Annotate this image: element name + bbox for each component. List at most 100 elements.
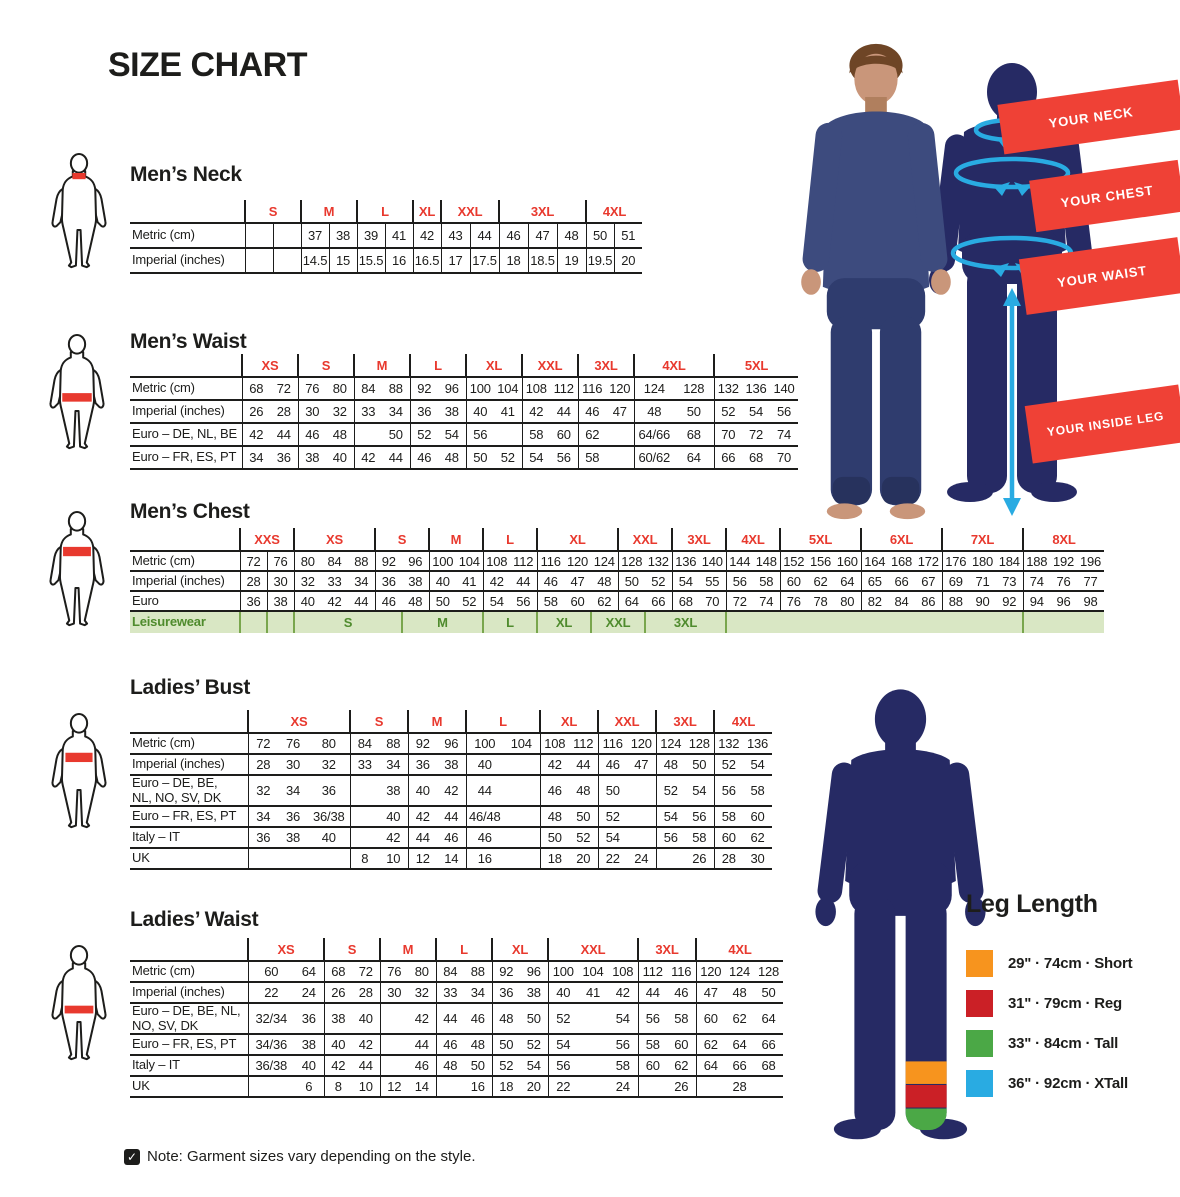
size-value: 104 xyxy=(578,960,608,982)
size-value: 84 xyxy=(353,376,382,400)
size-header: 3XL xyxy=(655,710,714,733)
size-value: 54 xyxy=(597,826,627,849)
size-value: 46 xyxy=(536,570,564,591)
size-value: 96 xyxy=(520,960,548,982)
size-value: 24 xyxy=(608,1075,638,1099)
row-label: Euro – FR, ES, PT xyxy=(130,805,248,828)
size-value: 52 xyxy=(520,1033,548,1056)
size-value: 34 xyxy=(241,445,270,470)
size-value: 116 xyxy=(536,550,564,571)
size-value: 96 xyxy=(1050,590,1077,611)
size-value xyxy=(578,1001,608,1035)
size-header: XS xyxy=(247,710,350,733)
size-value: 70 xyxy=(699,590,726,611)
size-header: S xyxy=(297,354,354,377)
size-value: 36 xyxy=(247,826,278,849)
size-value: 41 xyxy=(456,570,483,591)
size-value: 32 xyxy=(308,753,350,775)
size-header: M xyxy=(407,710,466,733)
corner-cell xyxy=(130,938,248,961)
size-value: 120 xyxy=(627,732,656,754)
size-value: 50 xyxy=(464,1054,492,1077)
size-value: 50 xyxy=(520,1001,548,1035)
size-value: 56 xyxy=(550,445,578,470)
size-value: 32/34 xyxy=(247,1001,294,1035)
row-label: Italy – IT xyxy=(130,826,248,849)
size-value: 40 xyxy=(308,826,350,849)
size-header: 3XL xyxy=(637,938,696,961)
size-header: 5XL xyxy=(779,528,861,551)
size-value: 41 xyxy=(384,222,413,248)
size-value: 100 xyxy=(428,550,456,571)
size-value: 72 xyxy=(239,550,267,571)
size-value: 33 xyxy=(321,570,348,591)
size-value: 66 xyxy=(754,1033,783,1056)
size-value: 12 xyxy=(407,847,437,871)
size-value: 196 xyxy=(1077,550,1104,571)
size-value: 80 xyxy=(408,960,436,982)
size-value: 18 xyxy=(539,847,569,871)
size-value: 164 xyxy=(860,550,888,571)
size-header: XS xyxy=(241,354,298,377)
size-value: 22 xyxy=(547,1075,578,1099)
size-value: 188 xyxy=(1022,550,1050,571)
size-value: 80 xyxy=(326,376,354,400)
size-value: 34 xyxy=(348,570,375,591)
legend-item: 36" · 92cm · XTall xyxy=(966,1070,1132,1097)
size-value: 67 xyxy=(915,570,942,591)
size-value: 56 xyxy=(465,422,494,446)
row-label: Imperial (inches) xyxy=(130,753,248,775)
size-value: 90 xyxy=(969,590,996,611)
row-label: Imperial (inches) xyxy=(130,247,245,274)
size-value: 52 xyxy=(597,805,627,828)
size-value: 58 xyxy=(713,805,743,828)
size-value: 15 xyxy=(328,247,357,274)
size-value: 88 xyxy=(941,590,969,611)
model-photo xyxy=(801,43,951,520)
size-value: 48 xyxy=(402,590,429,611)
size-value: 54 xyxy=(685,773,714,807)
size-value: 48 xyxy=(556,222,586,248)
size-value: 52 xyxy=(655,773,685,807)
size-value: 54 xyxy=(547,1033,578,1056)
legend-label: 31" · 79cm · Reg xyxy=(1008,995,1122,1012)
mens-neck-table: S M L XL XXL 3XL 4XL Metric (cm) 37 38 39 41 42 43 44 4… xyxy=(130,200,642,274)
size-value: 98 xyxy=(1077,590,1104,611)
size-value: 32 xyxy=(247,773,278,807)
size-value: 92 xyxy=(996,590,1023,611)
size-value: 42 xyxy=(353,445,382,470)
size-value: 120 xyxy=(606,376,634,400)
size-value: 68 xyxy=(671,590,699,611)
size-value: 100 xyxy=(547,960,578,982)
size-value: 68 xyxy=(674,422,714,446)
size-value: 192 xyxy=(1050,550,1077,571)
size-value: 73 xyxy=(996,570,1023,591)
size-value: 26 xyxy=(667,1075,696,1099)
size-value: 28 xyxy=(352,981,380,1003)
size-value: 76 xyxy=(297,376,326,400)
size-value: 96 xyxy=(402,550,429,571)
size-value: 48 xyxy=(591,570,618,591)
size-value: 50 xyxy=(617,570,645,591)
size-value: 32 xyxy=(326,399,354,423)
size-value: 66 xyxy=(713,445,742,470)
size-value: 180 xyxy=(969,550,996,571)
size-value: 65 xyxy=(860,570,888,591)
size-value: 32 xyxy=(293,570,321,591)
size-value xyxy=(308,847,350,871)
size-value: 14 xyxy=(437,847,466,871)
size-header: 4XL xyxy=(713,710,772,733)
size-value: 42 xyxy=(321,590,348,611)
size-value xyxy=(272,222,301,248)
size-value: 42 xyxy=(608,981,638,1003)
row-label: Metric (cm) xyxy=(130,222,245,248)
mens-waist-heading: Men’s Waist xyxy=(130,330,247,353)
size-value: 46 xyxy=(597,753,627,775)
size-value: 33 xyxy=(349,753,379,775)
size-value xyxy=(244,247,273,274)
size-header: M xyxy=(300,200,357,223)
size-value: 34/36 xyxy=(247,1033,294,1056)
size-value: 86 xyxy=(915,590,942,611)
size-value: 36 xyxy=(270,445,298,470)
size-value xyxy=(435,1075,464,1099)
